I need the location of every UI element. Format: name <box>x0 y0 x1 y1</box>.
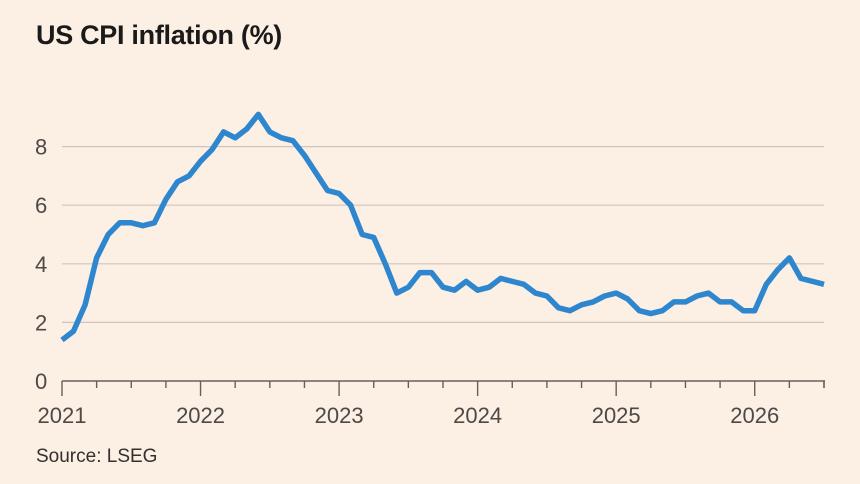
x-tick-label-2023: 2023 <box>315 403 364 428</box>
y-tick-label-2: 2 <box>35 310 47 335</box>
x-tick-label-2026: 2026 <box>730 403 779 428</box>
series-layer <box>60 111 825 343</box>
y-tick-label-8: 8 <box>35 135 47 160</box>
x-tick-label-2024: 2024 <box>453 403 502 428</box>
x-tick-label-2025: 2025 <box>592 403 641 428</box>
x-axis <box>61 380 825 396</box>
x-tick-label-2022: 2022 <box>176 403 225 428</box>
source-note: Source: LSEG <box>36 446 158 467</box>
x-tick-label-2021: 2021 <box>38 403 87 428</box>
x-axis-labels: 2021 2022 2023 2024 2025 2026 <box>38 403 780 428</box>
y-tick-label-6: 6 <box>35 193 47 218</box>
chart-title: US CPI inflation (%) <box>36 20 282 50</box>
grid-lines <box>62 146 824 323</box>
y-tick-label-4: 4 <box>35 252 47 277</box>
y-axis-labels: 0 2 4 6 8 <box>35 135 47 394</box>
series-line-0 <box>60 111 825 343</box>
y-tick-label-0: 0 <box>35 369 47 394</box>
